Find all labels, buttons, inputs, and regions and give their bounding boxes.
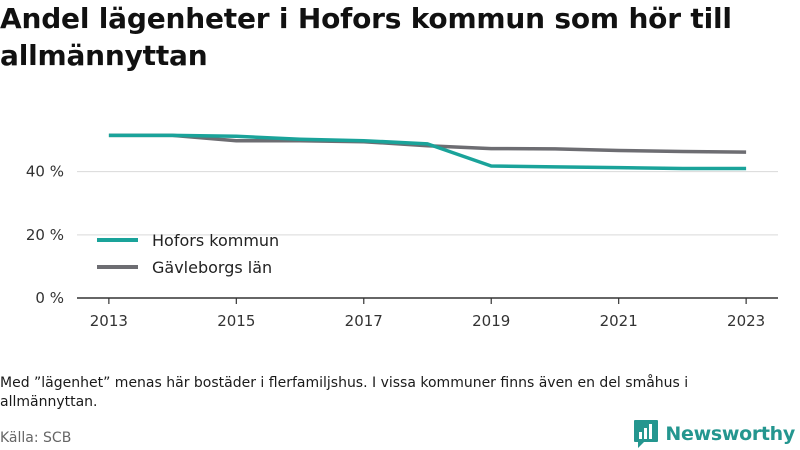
y-tick-label: 40 % bbox=[26, 163, 64, 181]
x-axis-tick-labels: 2013 2015 2017 2019 2021 2023 bbox=[90, 312, 765, 330]
x-tick-label: 2017 bbox=[345, 312, 383, 330]
chart-title: Andel lägenheter i Hofors kommun som hör… bbox=[0, 2, 732, 72]
line-chart: 0 % 20 % 40 % 2013 2015 2017 2019 2021 2023 Hof… bbox=[26, 133, 778, 330]
chart-note: Med ”lägenhet” menas här bostäder i fler… bbox=[0, 375, 689, 410]
newsworthy-chart-icon bbox=[634, 420, 659, 448]
source-credit: Källa: SCB bbox=[0, 430, 72, 446]
logo-text: Newsworthy bbox=[665, 423, 795, 445]
legend-label: Hofors kommun bbox=[152, 231, 279, 250]
legend: Hofors kommun Gävleborgs län bbox=[97, 231, 279, 277]
x-tick-label: 2019 bbox=[472, 312, 510, 330]
legend-label: Gävleborgs län bbox=[152, 258, 272, 277]
y-tick-label: 0 % bbox=[35, 289, 64, 307]
y-axis-tick-labels: 0 % 20 % 40 % bbox=[26, 163, 64, 307]
x-axis bbox=[77, 297, 778, 304]
gridlines bbox=[77, 171, 778, 236]
x-tick-label: 2015 bbox=[217, 312, 255, 330]
series-line-gavleborgs-lan bbox=[108, 133, 747, 154]
x-tick-label: 2023 bbox=[727, 312, 765, 330]
x-tick-label: 2021 bbox=[600, 312, 638, 330]
series-line-hofors-kommun bbox=[108, 133, 747, 171]
series-lines bbox=[108, 133, 747, 171]
newsworthy-logo: Newsworthy bbox=[633, 419, 795, 449]
y-tick-label: 20 % bbox=[26, 226, 64, 244]
x-tick-label: 2013 bbox=[90, 312, 128, 330]
